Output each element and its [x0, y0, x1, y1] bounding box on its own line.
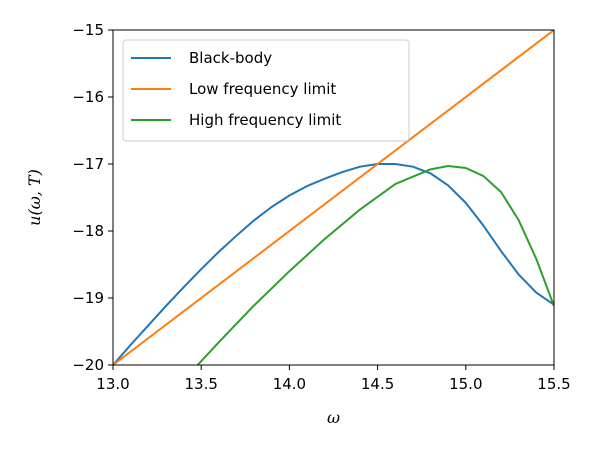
legend-box [122, 39, 410, 142]
y-tick-label: −15 [72, 21, 104, 39]
legend-entry-label: Low frequency limit [189, 80, 336, 98]
legend-entry-label: Black-body [189, 49, 272, 67]
y-tick-label: −17 [72, 155, 104, 173]
x-tick-label: 14.5 [361, 375, 394, 393]
y-tick-label: −20 [72, 356, 104, 374]
series-line-1 [113, 163, 554, 365]
x-tick-label: 15.0 [449, 375, 482, 393]
y-tick-label: −19 [72, 289, 104, 307]
plot-lines [113, 30, 554, 365]
y-tick-label: −16 [72, 88, 104, 106]
legend-entry-label: High frequency limit [189, 111, 341, 129]
x-axis-ticks: 13.0 13.5 14.0 14.5 15.0 15.5 [96, 365, 571, 393]
x-axis-label: ω [327, 408, 340, 427]
legend: Black-body Low frequency limit High freque… [122, 39, 410, 142]
x-tick-label: 15.5 [537, 375, 570, 393]
x-tick-label: 14.0 [273, 375, 306, 393]
x-tick-label: 13.0 [96, 375, 129, 393]
series-line-3 [196, 165, 554, 365]
y-tick-label: −18 [72, 222, 104, 240]
series-line-2 [113, 30, 554, 365]
x-tick-label: 13.5 [184, 375, 217, 393]
y-axis-label: u(ω, T) [25, 169, 44, 226]
axes-frame [112, 29, 555, 366]
y-axis-ticks: −20 −19 −18 −17 −16 −15 [72, 21, 113, 374]
